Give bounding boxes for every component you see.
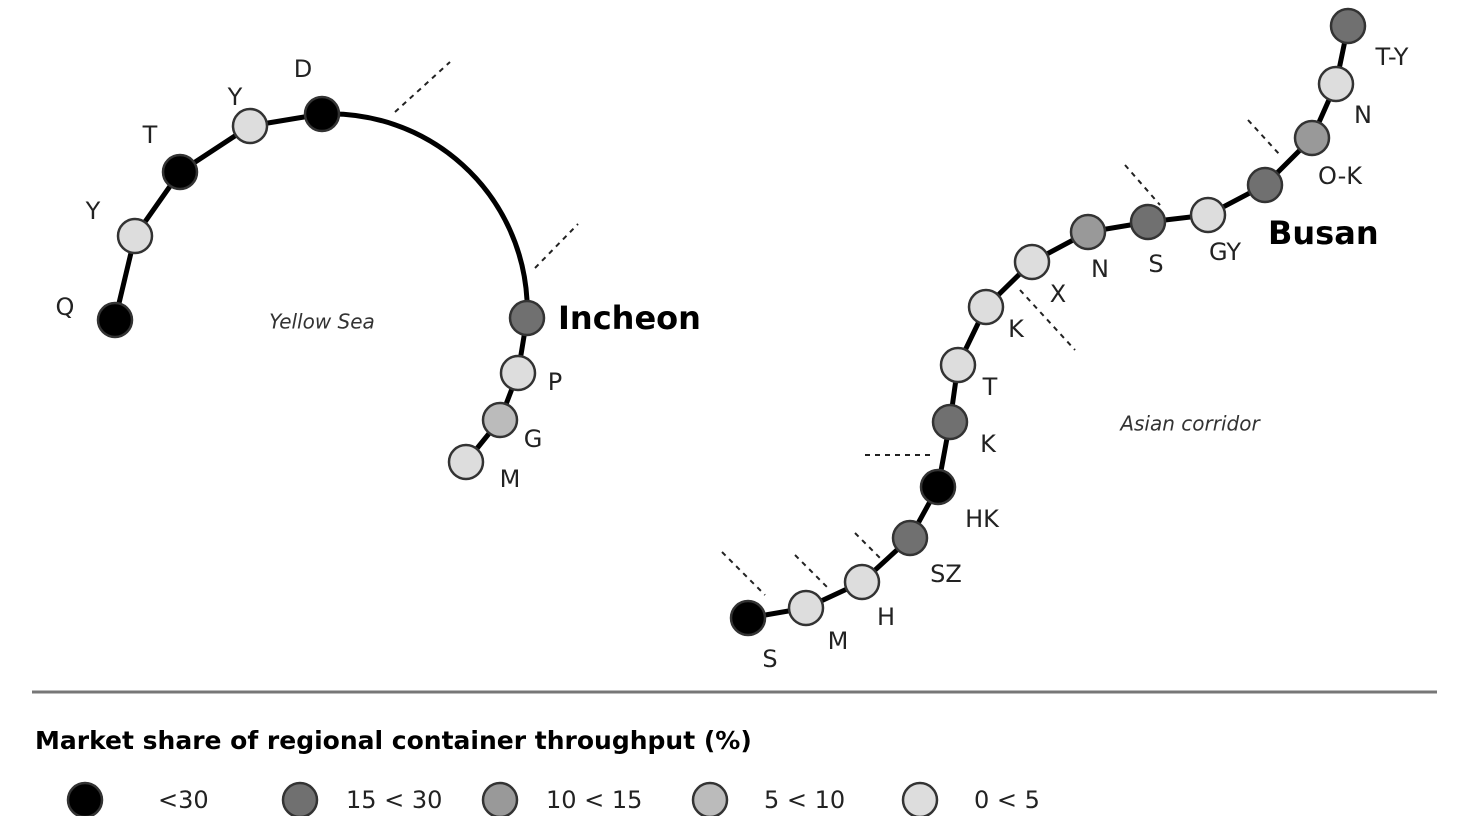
port-label: N (1354, 101, 1372, 129)
port-label: T (982, 373, 998, 401)
legend-label: <30 (158, 786, 209, 814)
port-node (499, 354, 537, 392)
legend-label: 10 < 15 (546, 786, 642, 814)
legend-title: Market share of regional container throu… (35, 726, 752, 755)
port-label: H (877, 603, 895, 631)
port-node (116, 217, 154, 255)
divider (394, 61, 451, 113)
port-node (967, 288, 1005, 326)
port-node (1246, 166, 1284, 204)
port-label: D (294, 55, 312, 83)
legend-swatch (66, 781, 104, 819)
port-label: O-K (1318, 162, 1363, 190)
port-node (303, 95, 341, 133)
legend-label: 5 < 10 (764, 786, 845, 814)
port-node (931, 403, 969, 441)
divider (854, 532, 881, 559)
divider (1019, 289, 1076, 351)
legend-label: 15 < 30 (346, 786, 442, 814)
port-node (1129, 203, 1167, 241)
port-label: Q (56, 293, 75, 321)
port-label: Y (227, 83, 243, 111)
port-label: S (762, 645, 777, 673)
port-label: GY (1209, 238, 1241, 266)
port-label: X (1050, 280, 1066, 308)
region-label: Yellow Sea (269, 310, 375, 334)
port-label: T-Y (1375, 43, 1409, 71)
legend-swatch (481, 781, 519, 819)
divider (534, 223, 579, 269)
port-node (161, 153, 199, 191)
legend-swatch (691, 781, 729, 819)
legend: <30 15 < 30 10 < 15 5 < 10 0 < 5 (66, 781, 1040, 819)
port-label: Busan (1268, 214, 1379, 252)
port-label: Incheon (558, 299, 701, 337)
port-node (447, 443, 485, 481)
port-node (729, 599, 767, 637)
divider (721, 551, 766, 596)
divider (1247, 119, 1281, 156)
port-node (939, 346, 977, 384)
route-asian-corridor (747, 25, 1351, 621)
port-node (1069, 213, 1107, 251)
port-label: SZ (930, 560, 962, 588)
port-node (231, 107, 269, 145)
legend-label: 0 < 5 (974, 786, 1040, 814)
port-node (1317, 65, 1355, 103)
port-node (1189, 196, 1227, 234)
divider (1124, 164, 1161, 206)
port-node (481, 401, 519, 439)
port-node (919, 468, 957, 506)
port-node (1329, 7, 1367, 45)
port-label: Y (85, 197, 101, 225)
port-node (1013, 243, 1051, 281)
port-label: S (1148, 250, 1163, 278)
port-node (891, 519, 929, 557)
port-label: K (1008, 315, 1025, 343)
port-label: T (142, 121, 158, 149)
separators (394, 61, 1281, 596)
port-label: HK (965, 505, 1000, 533)
port-label: N (1091, 255, 1109, 283)
region-label: Asian corridor (1118, 412, 1261, 436)
port-node (508, 299, 546, 337)
port-node (1293, 119, 1331, 157)
port-node (843, 563, 881, 601)
legend-swatch (901, 781, 939, 819)
port-label: P (548, 368, 562, 396)
port-label: M (500, 465, 521, 493)
port-label: K (980, 430, 997, 458)
port-node (96, 301, 134, 339)
divider (794, 554, 829, 589)
port-label: G (524, 425, 543, 453)
port-label: M (828, 627, 849, 655)
port-node (787, 589, 825, 627)
legend-swatch (281, 781, 319, 819)
